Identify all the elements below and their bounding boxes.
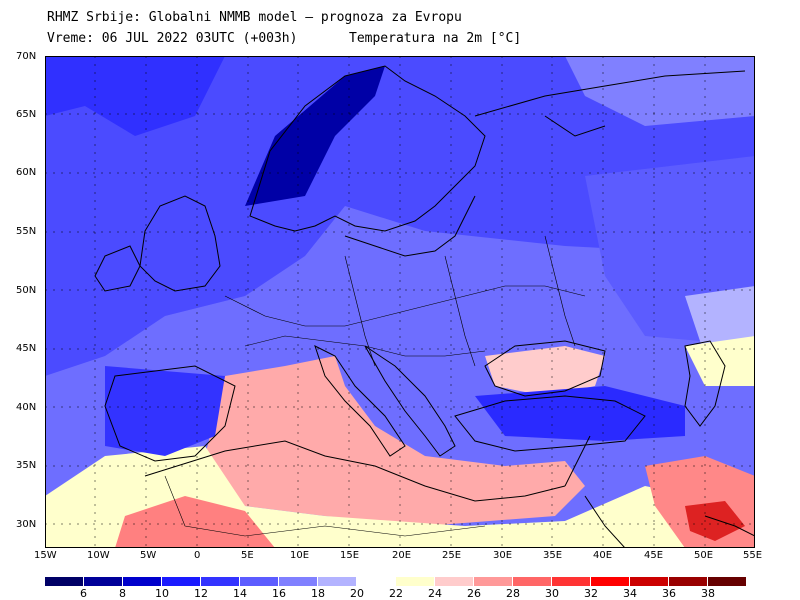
- colorbar-segment: [708, 577, 746, 586]
- map-title: RHMZ Srbije: Globalni NMMB model — progn…: [47, 10, 462, 25]
- variable-title: Temperatura na 2m [°C]: [349, 31, 522, 46]
- black-sea-warm-zone: [485, 346, 605, 396]
- colorbar-segment: [513, 577, 551, 586]
- colorbar-label: 8: [119, 587, 126, 600]
- colorbar-label: 38: [701, 587, 715, 600]
- colorbar-label: 20: [350, 587, 364, 600]
- lon-label: 10W: [87, 550, 110, 561]
- lat-label: 40N: [16, 402, 37, 413]
- iberia-coast: [104, 365, 236, 462]
- colorbar-segment: [318, 577, 356, 586]
- lat-label: 60N: [16, 167, 37, 178]
- caspian-coast: [684, 340, 726, 427]
- colorbar-segment: [240, 577, 278, 586]
- colorbar-label: 28: [506, 587, 520, 600]
- colorbar-segment: [162, 577, 200, 586]
- lat-label: 30N: [16, 519, 37, 530]
- baltic-coast: [344, 195, 476, 257]
- norway-cold-zone: [245, 66, 385, 206]
- lat-label: 45N: [16, 343, 37, 354]
- lon-label: 5W: [140, 550, 157, 561]
- colorbar-label: 10: [155, 587, 169, 600]
- country-borders: [164, 235, 586, 537]
- colorbar-label: 14: [233, 587, 247, 600]
- britain-coast: [139, 195, 221, 292]
- lon-label: 15W: [34, 550, 57, 561]
- italy-coast: [314, 345, 406, 457]
- turkey-coast: [454, 395, 646, 452]
- lon-label: 25E: [442, 550, 462, 561]
- colorbar-segment: [84, 577, 122, 586]
- colorbar-label: 22: [389, 587, 403, 600]
- north-africa-coast: [144, 440, 566, 502]
- balkans-coast: [364, 345, 456, 457]
- border-north-south: [344, 255, 376, 367]
- lon-label: 20E: [392, 550, 412, 561]
- colorbar-label: 30: [545, 587, 559, 600]
- colorbar-label: 36: [662, 587, 676, 600]
- lon-label: 45E: [644, 550, 664, 561]
- white-sea-coast: [544, 115, 606, 137]
- colorbar-segment: [396, 577, 434, 586]
- colorbar-segment: [552, 577, 590, 586]
- colorbar-segment: [279, 577, 317, 586]
- lat-label: 35N: [16, 460, 37, 471]
- lon-label: 5E: [241, 550, 254, 561]
- lon-label: 50E: [694, 550, 714, 561]
- colorbar-segment: [474, 577, 512, 586]
- colorbar-label: 18: [311, 587, 325, 600]
- lat-label: 65N: [16, 109, 37, 120]
- colorbar-segment: [201, 577, 239, 586]
- colorbar-label: 32: [584, 587, 598, 600]
- lon-label: 0: [194, 550, 201, 561]
- colorbar-label: 24: [428, 587, 442, 600]
- border-central: [244, 335, 486, 357]
- map-frame: [45, 56, 755, 548]
- iberia-cold-zone: [105, 366, 225, 456]
- forecast-time: Vreme: 06 JUL 2022 03UTC (+003h): [47, 31, 298, 46]
- lat-label: 50N: [16, 285, 37, 296]
- colorbar-segment: [45, 577, 83, 586]
- colorbar-segment: [435, 577, 473, 586]
- border-far-east: [544, 235, 576, 347]
- colorbar-segment: [123, 577, 161, 586]
- colorbar-segment: [669, 577, 707, 586]
- sahara-hot-zone: [115, 496, 275, 548]
- ireland-coast: [94, 245, 141, 292]
- persian-gulf-coast: [704, 515, 755, 537]
- lon-label: 55E: [743, 550, 763, 561]
- colorbar-label: 6: [80, 587, 87, 600]
- lat-label: 55N: [16, 226, 37, 237]
- temperature-map: [45, 56, 755, 548]
- colorbar-label: 34: [623, 587, 637, 600]
- scandinavia-coast: [249, 65, 486, 232]
- arabia-very-hot-zone: [685, 501, 745, 541]
- lon-label: 10E: [290, 550, 310, 561]
- border-west: [224, 285, 586, 327]
- mediterranean-warm-zone: [185, 356, 585, 526]
- lon-label: 30E: [493, 550, 513, 561]
- colorbar-label: 12: [194, 587, 208, 600]
- coastlines: [94, 65, 755, 548]
- border-africa: [164, 475, 486, 537]
- colorbar-label: 16: [272, 587, 286, 600]
- black-sea-coast: [484, 340, 606, 397]
- red-sea-coast: [584, 495, 626, 548]
- lon-label: 40E: [593, 550, 613, 561]
- colorbar-segment: [591, 577, 629, 586]
- levant-coast: [564, 435, 591, 487]
- russia-north-coast: [474, 70, 746, 117]
- northwest-zone: [45, 56, 225, 136]
- border-east: [444, 255, 476, 367]
- lon-label: 35E: [543, 550, 563, 561]
- colorbar-label: 26: [467, 587, 481, 600]
- lon-label: 15E: [340, 550, 360, 561]
- colorbar-segment: [630, 577, 668, 586]
- turkey-cold-zone: [475, 386, 685, 441]
- colorbar-segment: [357, 577, 396, 586]
- caspian-warm-zone: [685, 336, 755, 386]
- lat-label: 70N: [16, 51, 37, 62]
